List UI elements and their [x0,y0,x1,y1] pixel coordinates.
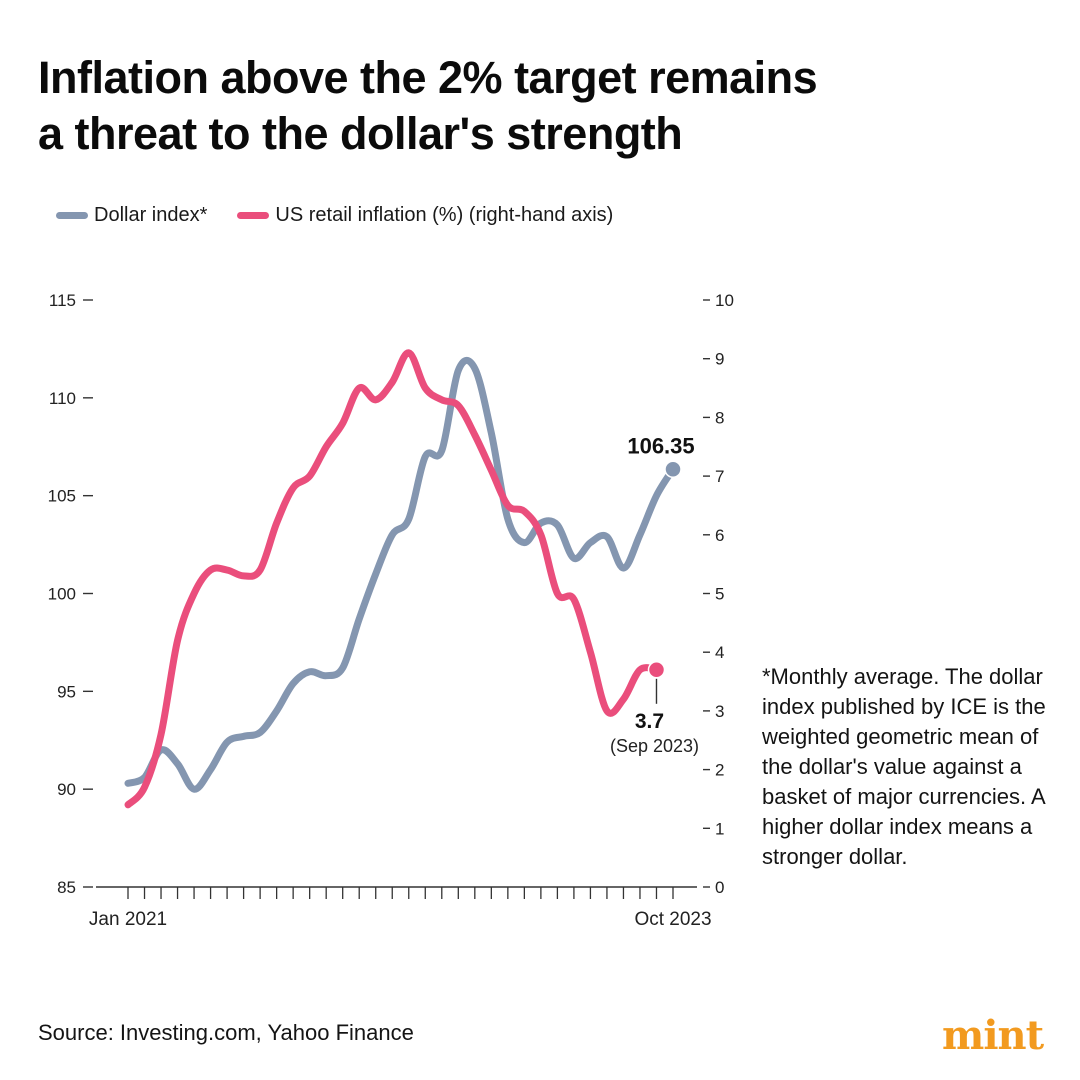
right-axis-tick-label: 4 [715,643,724,662]
right-axis-tick-label: 8 [715,408,724,427]
right-axis-tick-label: 7 [715,467,724,486]
left-axis-tick-label: 95 [57,682,76,701]
left-axis-tick-label: 90 [57,780,76,799]
legend-item-inflation: US retail inflation (%) (right-hand axis… [237,204,613,227]
legend: Dollar index* US retail inflation (%) (r… [56,204,643,227]
right-axis-tick-label: 1 [715,819,724,838]
legend-label-inflation: US retail inflation (%) (right-hand axis… [275,204,614,226]
left-axis-tick-label: 110 [49,389,76,408]
series-line-dollar-index [124,357,677,793]
legend-item-dollar-index: Dollar index* [56,204,207,227]
x-axis-tick-label: Jan 2021 [89,909,167,930]
end-point-marker [664,460,682,479]
left-axis-tick-label: 105 [48,487,76,506]
right-axis-tick-label: 2 [715,761,724,780]
chart-title: Inflation above the 2% target remains a … [38,50,1038,162]
left-axis-tick-label: 100 [48,585,76,604]
annotation-sublabel: (Sep 2023) [610,736,699,756]
legend-label-dollar-index: Dollar index* [94,204,208,226]
legend-swatch-dollar-index [56,212,88,219]
right-axis-tick-label: 6 [715,526,724,545]
right-axis-tick-label: 10 [715,291,734,310]
series-line-inflation [124,349,660,809]
end-point-marker [647,661,666,679]
source-note: Source: Investing.com, Yahoo Finance [38,1020,414,1045]
title-line-1: Inflation above the 2% target remains [38,52,818,103]
title-line-2: a threat to the dollar's strength [38,108,683,159]
annotation-value-label: 106.35 [627,433,694,458]
right-axis-tick-label: 9 [715,350,724,369]
footnote: *Monthly average. The dollar index publi… [762,664,1046,869]
left-axis-tick-label: 115 [49,291,76,310]
right-axis-tick-label: 5 [715,585,724,604]
x-axis-tick-label: Oct 2023 [634,909,711,930]
legend-swatch-inflation [237,212,270,219]
brand-logo: mint [942,1012,1044,1059]
right-axis-tick-label: 3 [715,702,724,721]
right-axis-tick-label: 0 [715,878,724,897]
left-axis-tick-label: 85 [57,878,76,897]
annotation-value-label: 3.7 [635,710,664,733]
